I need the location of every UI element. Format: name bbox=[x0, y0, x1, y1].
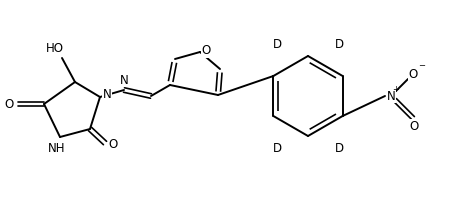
Text: N: N bbox=[103, 88, 111, 100]
Text: HO: HO bbox=[46, 42, 64, 54]
Text: −: − bbox=[419, 62, 426, 71]
Text: D: D bbox=[334, 142, 344, 154]
Text: N: N bbox=[387, 90, 395, 102]
Text: N: N bbox=[120, 73, 128, 86]
Text: +: + bbox=[393, 84, 400, 94]
Text: D: D bbox=[334, 38, 344, 50]
Text: NH: NH bbox=[48, 142, 66, 156]
Text: O: O bbox=[4, 98, 13, 110]
Text: D: D bbox=[273, 142, 281, 154]
Text: D: D bbox=[273, 38, 281, 50]
Text: O: O bbox=[408, 68, 418, 80]
Text: O: O bbox=[109, 138, 118, 152]
Text: O: O bbox=[409, 119, 419, 132]
Text: O: O bbox=[201, 45, 211, 58]
